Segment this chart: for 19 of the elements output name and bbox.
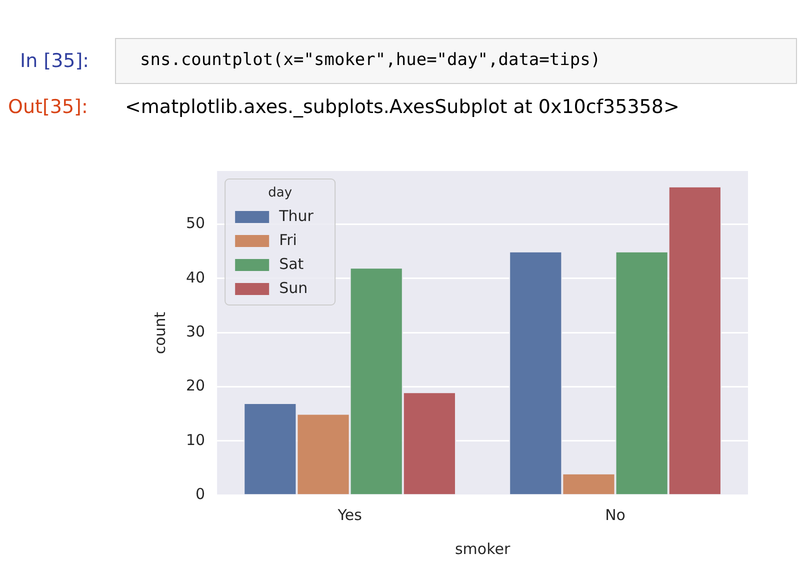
y-tick-label: 30 — [186, 322, 206, 340]
text: In [35]: — [20, 50, 90, 72]
text: sns.countplot(x="smoker",hue="day",data=tips) — [140, 50, 601, 70]
y-tick-label: 50 — [186, 214, 206, 232]
text: Out[35]: — [8, 96, 88, 118]
x-tick-label: Yes — [336, 506, 362, 524]
y-axis-title: count — [150, 312, 169, 354]
legend-title: day — [268, 185, 292, 200]
y-tick-label: 20 — [186, 376, 206, 395]
y-tick-label: 10 — [186, 430, 206, 449]
y-tick-label: 40 — [186, 268, 206, 286]
legend-label: Fri — [279, 230, 297, 249]
y-tick-label: 0 — [196, 484, 206, 503]
text: <matplotlib.axes._subplots.AxesSubplot at 0x10cf35358> — [125, 96, 680, 118]
x-tick-label: No — [605, 506, 626, 524]
legend-label: Thur — [278, 206, 314, 225]
legend-label: Sun — [279, 278, 308, 297]
legend-label: Sat — [279, 254, 304, 273]
x-axis-title: smoker — [454, 540, 511, 558]
